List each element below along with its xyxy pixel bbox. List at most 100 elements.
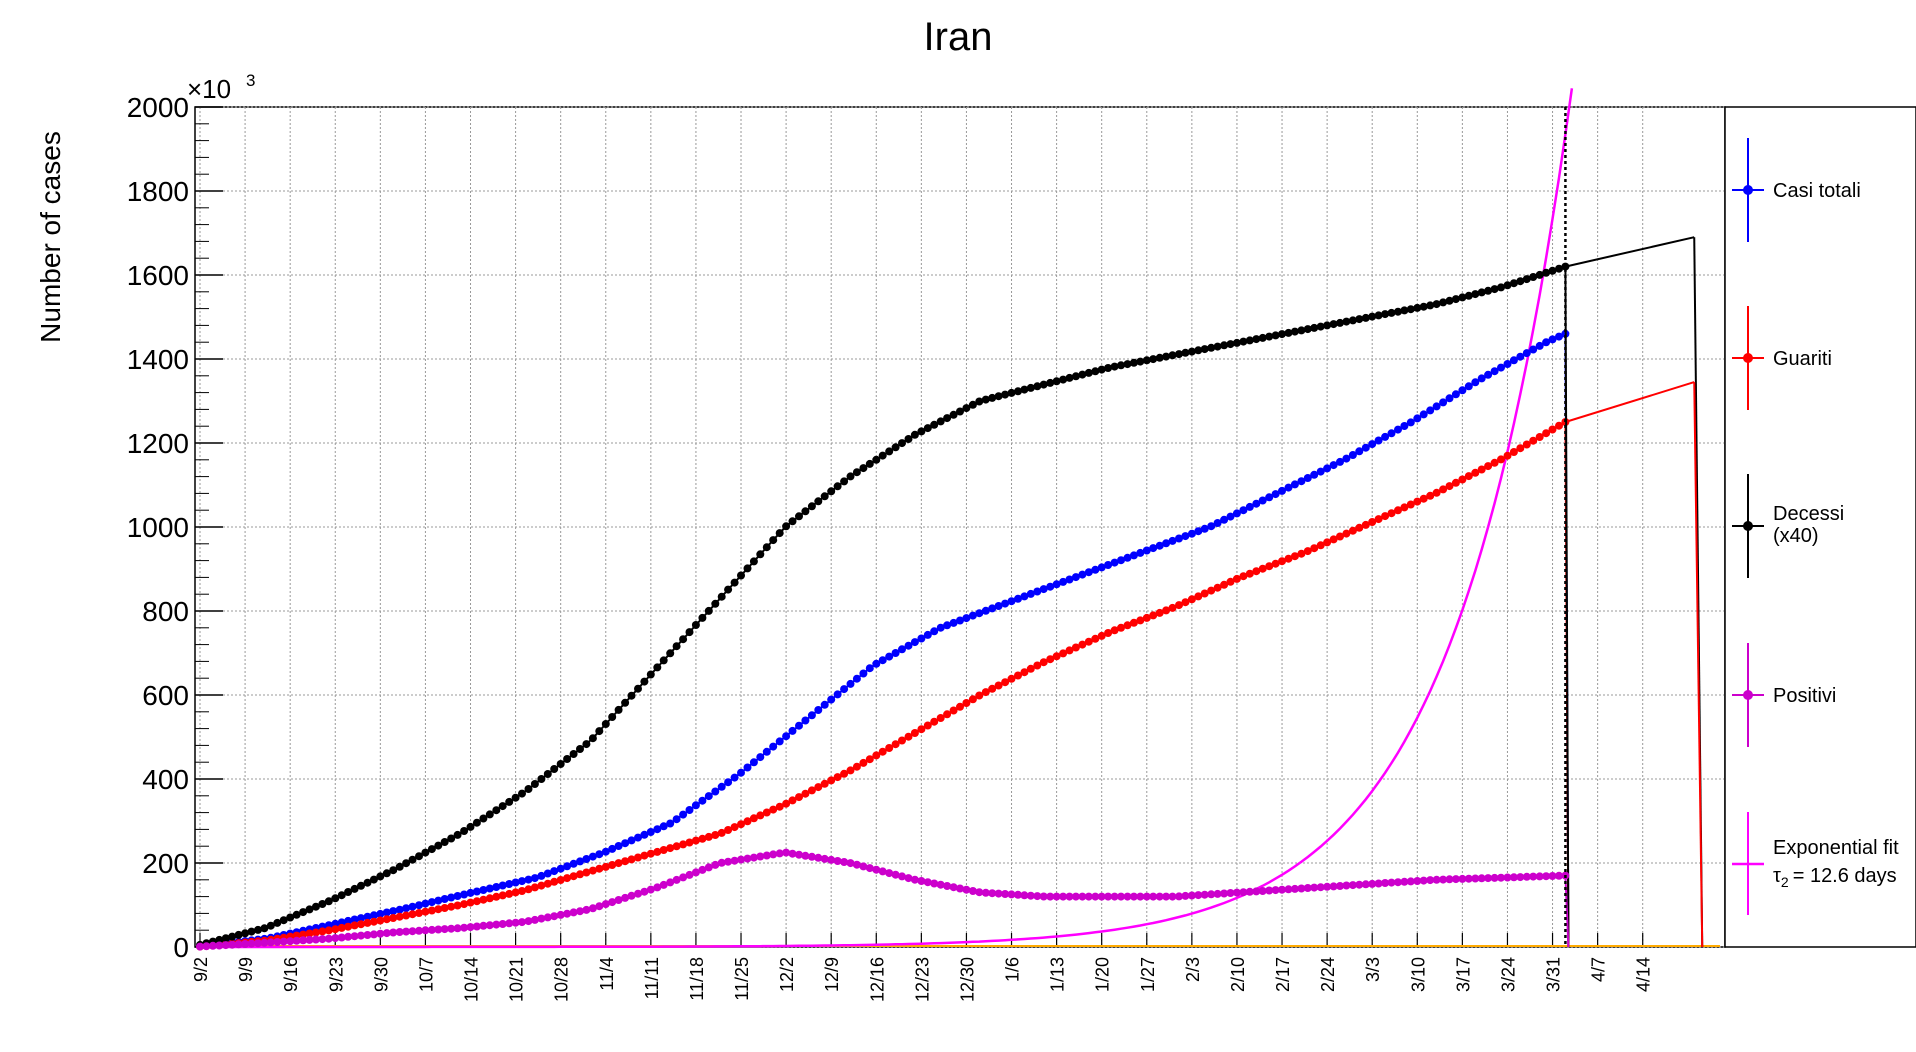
- data-point: [472, 887, 481, 896]
- data-point: [273, 918, 282, 927]
- data-point: [608, 713, 617, 721]
- data-point: [724, 826, 733, 834]
- data-point: [1059, 577, 1068, 586]
- data-point: [1464, 472, 1473, 481]
- data-point: [782, 848, 791, 857]
- data-point: [1232, 574, 1241, 583]
- data-point: [1226, 889, 1235, 897]
- data-point: [1471, 468, 1480, 477]
- data-point: [479, 886, 488, 894]
- data-point: [1207, 522, 1216, 531]
- x-tick-label: 4/7: [1589, 957, 1609, 982]
- data-point: [646, 885, 655, 894]
- data-point: [1129, 551, 1138, 560]
- data-point: [659, 822, 668, 831]
- data-point: [254, 939, 262, 948]
- data-point: [1232, 338, 1241, 347]
- data-point: [730, 823, 739, 832]
- data-point: [885, 652, 894, 661]
- data-point: [479, 895, 488, 904]
- data-point: [1535, 872, 1544, 881]
- data-point: [427, 845, 436, 854]
- data-point: [1329, 882, 1338, 891]
- data-point: [292, 910, 301, 919]
- data-point: [1084, 637, 1093, 646]
- data-point: [1084, 892, 1093, 901]
- data-point: [1413, 877, 1422, 885]
- data-point: [550, 912, 559, 921]
- data-point: [485, 884, 494, 893]
- data-point: [1464, 382, 1473, 391]
- data-point: [1484, 370, 1493, 379]
- data-point: [260, 938, 269, 947]
- legend-entry-0: Casi totali: [1732, 138, 1861, 242]
- data-point: [1084, 368, 1093, 377]
- data-point: [666, 878, 675, 887]
- data-point: [762, 747, 771, 756]
- data-point: [1355, 447, 1364, 456]
- data-point: [479, 814, 488, 823]
- data-point: [936, 714, 945, 722]
- data-point: [247, 939, 256, 948]
- data-point: [608, 898, 617, 907]
- data-point: [1020, 668, 1029, 677]
- data-point: [968, 887, 977, 895]
- data-point: [1149, 611, 1158, 620]
- data-point: [1426, 876, 1435, 885]
- data-point: [846, 679, 855, 688]
- data-point: [376, 929, 385, 938]
- data-point: [608, 861, 617, 869]
- data-point: [846, 859, 855, 868]
- data-point: [305, 929, 314, 938]
- data-point: [1149, 355, 1158, 364]
- data-point: [878, 656, 887, 665]
- data-point: [228, 932, 237, 941]
- data-point: [1336, 532, 1344, 541]
- data-point: [891, 740, 900, 749]
- data-point: [820, 492, 829, 501]
- data-point: [492, 883, 501, 891]
- data-point: [923, 424, 932, 433]
- data-point: [1129, 892, 1138, 901]
- x-tick-label: 12/2: [777, 957, 797, 992]
- data-point: [466, 898, 475, 907]
- data-point: [956, 616, 964, 625]
- data-point: [576, 857, 584, 866]
- data-point: [1522, 349, 1531, 358]
- data-point: [840, 477, 849, 486]
- data-point: [1252, 567, 1261, 576]
- data-point: [685, 628, 694, 637]
- data-point: [1110, 362, 1119, 371]
- data-point: [1497, 363, 1505, 372]
- data-point: [936, 880, 945, 889]
- data-point: [614, 842, 623, 850]
- data-point: [1258, 496, 1267, 505]
- x-tick-label: 11/11: [642, 957, 662, 999]
- data-point: [1368, 518, 1377, 526]
- data-point: [1497, 283, 1505, 292]
- data-point: [704, 863, 713, 872]
- data-point: [769, 850, 778, 859]
- data-point: [801, 716, 810, 725]
- x-tick-label: 9/9: [236, 957, 256, 982]
- legend-entry-3: Positivi: [1732, 643, 1836, 747]
- data-point: [608, 844, 617, 853]
- data-point: [956, 407, 964, 416]
- data-point: [827, 855, 836, 864]
- data-point: [994, 889, 1003, 898]
- data-point: [1535, 270, 1544, 279]
- data-point: [1535, 433, 1544, 441]
- data-point: [472, 922, 481, 931]
- data-point: [530, 874, 539, 883]
- x-tick-label: 3/10: [1408, 957, 1428, 992]
- data-point: [1426, 491, 1435, 500]
- data-point: [1078, 640, 1087, 649]
- x-tick-label: 10/7: [416, 957, 436, 992]
- data-point: [1117, 361, 1125, 370]
- data-point: [421, 848, 430, 857]
- x-tick-label: 1/20: [1093, 957, 1113, 992]
- data-point: [331, 894, 340, 903]
- data-point: [1046, 582, 1055, 591]
- data-point: [698, 834, 707, 843]
- data-point: [994, 602, 1003, 610]
